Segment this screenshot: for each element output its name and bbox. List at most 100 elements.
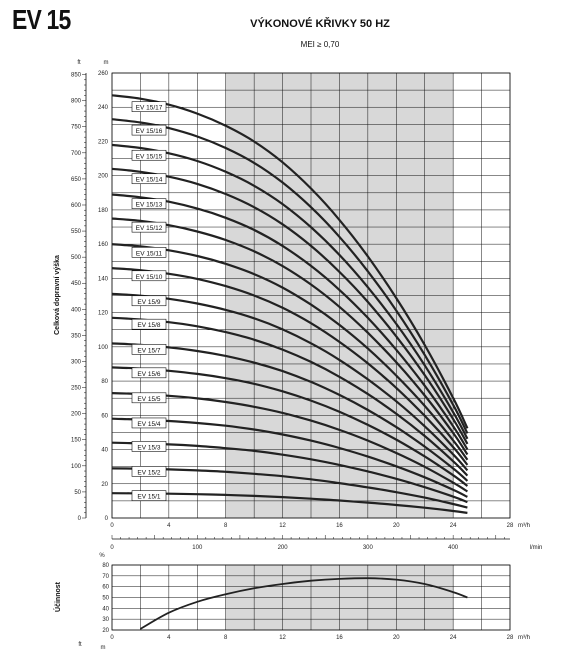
plot-frame [111, 72, 511, 519]
ft-tick-label: 750 [71, 125, 82, 131]
series-line-ev-15-17 [111, 94, 469, 429]
ft-tick-label: 150 [71, 438, 82, 444]
series-line-ev-15-15 [111, 143, 469, 440]
bottom-ft-unit: ft [78, 642, 82, 648]
y-tick-label: 260 [98, 71, 109, 77]
y-unit-label: m [104, 60, 109, 66]
series-label: EV 15/1 [137, 494, 161, 501]
y-tick-label: 240 [98, 105, 109, 111]
eff-x-tick-label: 28 [507, 635, 514, 641]
x-tick-label: 8 [224, 523, 228, 529]
ft-tick-label: 250 [71, 386, 82, 392]
series-label: EV 15/15 [136, 153, 163, 160]
eff-x-tick-label: 0 [110, 635, 114, 641]
series-label-box [131, 417, 167, 429]
series-label: EV 15/2 [137, 469, 161, 476]
series-line-ev-15-6 [111, 366, 469, 487]
eff-x-tick-label: 16 [336, 635, 343, 641]
x-tick-label: 24 [450, 523, 457, 529]
eff-x-tick-label: 24 [450, 635, 457, 641]
series-label: EV 15/4 [137, 421, 161, 428]
series-line-ev-15-7 [111, 342, 469, 482]
series-label-box [131, 270, 167, 282]
series-label-box [131, 466, 167, 477]
ft-tick-label: 0 [78, 516, 82, 522]
eff-y-tick-label: 20 [102, 628, 109, 634]
eff-x-unit-label: m³/h [518, 635, 530, 641]
series-label-box [131, 318, 167, 330]
series-label: EV 15/16 [136, 128, 163, 135]
lmin-tick-label: 400 [448, 545, 459, 551]
series-line-ev-15-11 [111, 243, 469, 461]
eff-x-tick-label: 20 [393, 635, 400, 641]
series-label-box [131, 124, 167, 136]
series-line-ev-15-1 [111, 492, 468, 514]
series-label-box [131, 198, 167, 210]
ft-tick-label: 450 [71, 281, 82, 287]
eff-y-tick-label: 70 [102, 574, 109, 580]
eff-y-tick-label: 30 [102, 617, 109, 623]
eff-y-unit-label: % [99, 553, 105, 559]
y-tick-label: 140 [98, 276, 109, 282]
x-tick-label: 28 [507, 523, 514, 529]
series-line-ev-15-10 [111, 267, 469, 466]
ft-tick-label: 850 [71, 73, 82, 79]
lmin-tick-label: 100 [192, 545, 203, 551]
ft-tick-label: 700 [71, 151, 82, 157]
eff-x-tick-label: 8 [224, 635, 228, 641]
ft-tick-label: 200 [71, 412, 82, 418]
series-label-box [131, 392, 167, 404]
x-tick-label: 16 [336, 523, 343, 529]
series-line-ev-15-3 [111, 441, 468, 504]
y-tick-label: 220 [98, 139, 109, 145]
y-tick-label: 160 [98, 242, 109, 248]
ft-tick-label: 600 [71, 203, 82, 209]
series-line-ev-15-5 [111, 392, 468, 493]
eff-y-tick-label: 40 [102, 606, 109, 612]
series-label: EV 15/11 [136, 250, 163, 257]
series-label-box [131, 490, 167, 501]
bottom-m-unit: m [101, 645, 106, 651]
x-tick-label: 12 [279, 523, 286, 529]
ft-tick-label: 100 [71, 464, 82, 470]
x-unit-label: m³/h [518, 523, 530, 529]
series-label: EV 15/12 [136, 225, 163, 232]
series-label-box [131, 344, 167, 355]
y-tick-label: 0 [105, 516, 109, 522]
eff-x-tick-label: 4 [167, 635, 171, 641]
series-label-box [131, 367, 167, 379]
series-label-box [131, 101, 167, 112]
series-label: EV 15/14 [136, 177, 163, 184]
y-tick-label: 20 [101, 482, 108, 488]
ft-tick-label: 800 [71, 99, 82, 105]
ft-tick-label: 300 [71, 359, 82, 365]
x-tick-label: 20 [393, 523, 400, 529]
series-line-ev-15-2 [111, 467, 468, 509]
lmin-tick-label: 200 [278, 545, 289, 551]
x-tick-label: 0 [110, 523, 114, 529]
series-label: EV 15/17 [136, 105, 163, 112]
ft-tick-label: 350 [71, 333, 82, 339]
ft-tick-label: 550 [71, 229, 82, 235]
series-label: EV 15/13 [136, 202, 163, 209]
series-line-ev-15-8 [111, 316, 469, 477]
series-line-ev-15-9 [111, 292, 469, 472]
series-label: EV 15/3 [137, 444, 161, 451]
chart-title: VÝKONOVÉ KŘIVKY 50 HZ [250, 18, 390, 30]
lmin-unit-label: l/min [530, 545, 543, 551]
series-line-ev-15-16 [111, 118, 469, 434]
series-label: EV 15/7 [137, 347, 161, 354]
y-axis-label: Celková dopravní výška [54, 255, 61, 335]
series-line-ev-15-4 [111, 417, 468, 498]
x-tick-label: 4 [167, 523, 171, 529]
y-tick-label: 100 [98, 345, 109, 351]
eff-plot-frame [111, 564, 511, 631]
y-tick-label: 40 [101, 448, 108, 454]
series-label-box [131, 295, 167, 307]
eff-y-tick-label: 80 [102, 563, 109, 569]
chart-subtitle: MEI ≥ 0,70 [300, 40, 340, 49]
y-tick-label: 60 [101, 413, 108, 419]
lmin-tick-label: 300 [363, 545, 374, 551]
series-line-ev-15-14 [111, 167, 469, 445]
